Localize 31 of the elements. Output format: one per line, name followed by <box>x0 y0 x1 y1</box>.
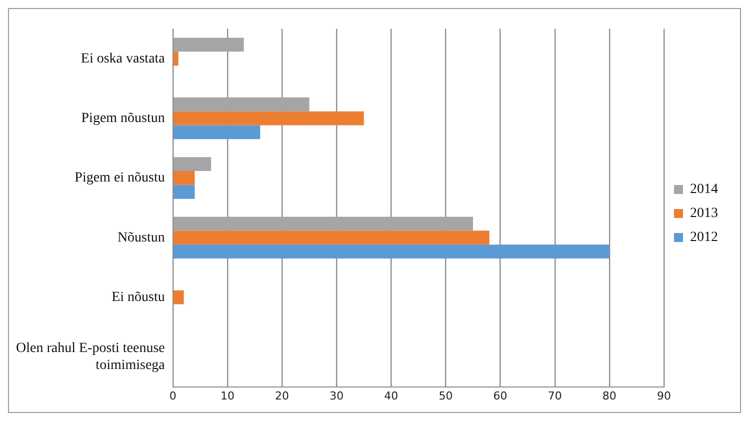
legend-label: 2012 <box>690 230 718 246</box>
bar <box>174 171 195 185</box>
bar <box>174 230 490 245</box>
y-tick-label: Olen rahul E-posti teenuse toimimisega <box>16 341 166 374</box>
bar <box>174 184 195 199</box>
x-tick-label: 30 <box>330 389 344 402</box>
x-tick-label: 90 <box>657 389 671 402</box>
x-tick-label: 40 <box>384 389 398 402</box>
bar <box>174 216 474 231</box>
x-tick-label: 80 <box>602 389 616 402</box>
bar <box>174 38 244 52</box>
bar <box>174 244 610 259</box>
bar <box>174 52 178 66</box>
legend-label: 2013 <box>690 206 718 222</box>
bar <box>174 157 212 172</box>
bar <box>174 97 310 112</box>
x-tick-label: 20 <box>275 389 290 402</box>
bar <box>174 111 364 126</box>
y-tick-label: Nõustun <box>117 230 165 246</box>
y-tick-label: Ei oska vastata <box>80 51 166 66</box>
bar <box>174 125 260 140</box>
legend-label: 2014 <box>690 182 718 198</box>
bar <box>174 290 184 304</box>
x-tick-label: 0 <box>169 389 176 402</box>
x-tick-label: 70 <box>548 389 562 402</box>
y-tick-label: Ei nõustu <box>112 290 165 305</box>
x-tick-label: 60 <box>493 389 508 402</box>
y-tick-label: Pigem ei nõustu <box>74 170 165 186</box>
x-tick-label: 50 <box>438 389 453 402</box>
y-tick-label: Pigem nõustun <box>81 110 165 126</box>
x-tick-label: 10 <box>220 389 234 402</box>
